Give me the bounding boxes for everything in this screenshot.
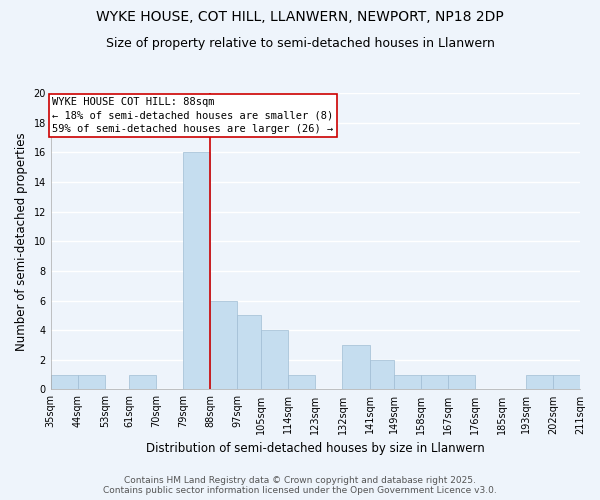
- Bar: [261, 330, 289, 390]
- Bar: [370, 360, 394, 390]
- Bar: [237, 316, 261, 390]
- Text: WYKE HOUSE COT HILL: 88sqm
← 18% of semi-detached houses are smaller (8)
59% of : WYKE HOUSE COT HILL: 88sqm ← 18% of semi…: [52, 98, 334, 134]
- Bar: [553, 374, 580, 390]
- X-axis label: Distribution of semi-detached houses by size in Llanwern: Distribution of semi-detached houses by …: [146, 442, 485, 455]
- Bar: [210, 300, 237, 390]
- Text: Contains HM Land Registry data © Crown copyright and database right 2025.
Contai: Contains HM Land Registry data © Crown c…: [103, 476, 497, 495]
- Bar: [78, 374, 105, 390]
- Text: WYKE HOUSE, COT HILL, LLANWERN, NEWPORT, NP18 2DP: WYKE HOUSE, COT HILL, LLANWERN, NEWPORT,…: [96, 10, 504, 24]
- Text: Size of property relative to semi-detached houses in Llanwern: Size of property relative to semi-detach…: [106, 38, 494, 51]
- Bar: [343, 345, 370, 390]
- Bar: [129, 374, 156, 390]
- Bar: [526, 374, 553, 390]
- Bar: [421, 374, 448, 390]
- Bar: [289, 374, 316, 390]
- Bar: [394, 374, 421, 390]
- Bar: [448, 374, 475, 390]
- Bar: [51, 374, 78, 390]
- Bar: [183, 152, 210, 390]
- Y-axis label: Number of semi-detached properties: Number of semi-detached properties: [15, 132, 28, 350]
